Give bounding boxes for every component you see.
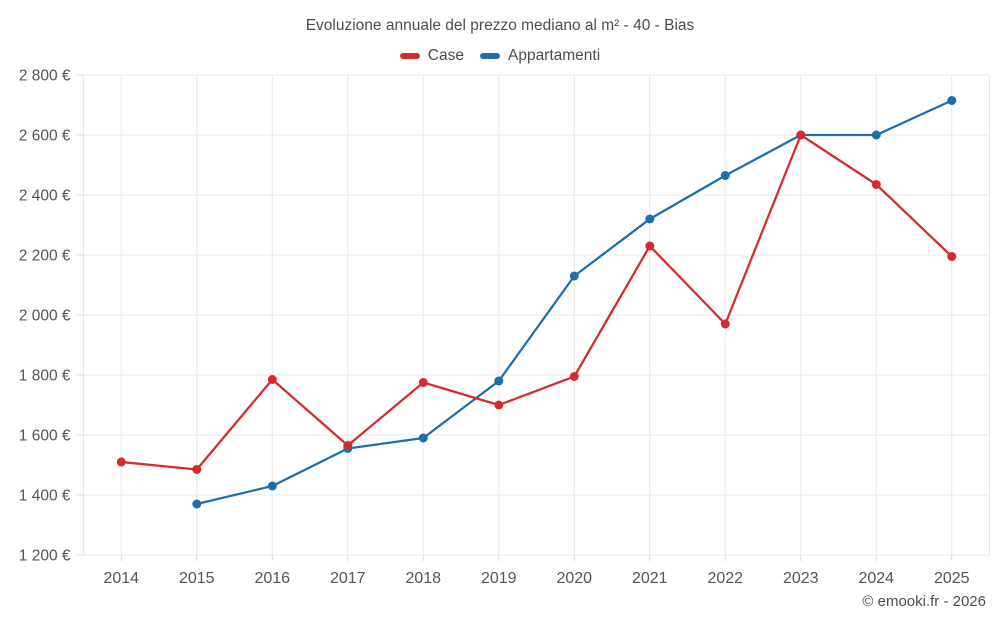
data-point-appartamenti	[569, 271, 579, 281]
data-point-case	[645, 241, 655, 251]
data-point-appartamenti	[494, 376, 504, 386]
y-tick-label: 2 200 €	[19, 248, 71, 265]
y-tick-label: 1 800 €	[19, 368, 71, 385]
x-tick-label: 2017	[330, 570, 366, 587]
data-point-appartamenti	[645, 214, 655, 224]
legend-swatch-appartamenti	[479, 53, 500, 59]
data-point-appartamenti	[267, 481, 277, 491]
data-point-case	[796, 130, 806, 140]
y-tick-label: 2 400 €	[19, 188, 71, 205]
data-point-case	[494, 400, 504, 410]
series-line-case	[120, 133, 953, 471]
data-point-case	[569, 372, 579, 381]
data-point-case	[267, 375, 277, 384]
data-point-appartamenti	[871, 130, 881, 140]
data-point-case	[192, 465, 202, 474]
data-point-case	[418, 378, 428, 387]
data-point-appartamenti	[947, 96, 957, 105]
data-point-appartamenti	[720, 171, 730, 180]
copyright-text: © emooki.fr - 2026	[862, 593, 986, 610]
chart-title: Evoluzione annuale del prezzo mediano al…	[305, 17, 695, 34]
x-tick-label: 2021	[632, 570, 668, 587]
y-tick-label: 2 600 €	[19, 128, 71, 145]
data-point-appartamenti	[192, 499, 202, 509]
chart-legend: Case Appartamenti	[0, 47, 1000, 65]
y-tick-label: 1 200 €	[19, 548, 71, 565]
y-tick-label: 2 800 €	[19, 68, 71, 85]
x-tick-label: 2019	[481, 570, 517, 587]
x-tick-label: 2020	[556, 570, 592, 587]
x-tick-label: 2024	[858, 570, 894, 587]
y-tick-label: 2 000 €	[19, 308, 71, 325]
data-point-case	[720, 319, 730, 329]
legend-label-case: Case	[427, 47, 464, 64]
data-point-case	[947, 252, 957, 261]
data-point-case	[116, 457, 126, 467]
x-tick-label: 2022	[707, 570, 743, 587]
x-tick-label: 2014	[103, 570, 139, 587]
data-point-case	[871, 180, 881, 189]
x-tick-label: 2023	[783, 570, 819, 587]
x-tick-label: 2015	[179, 570, 215, 587]
x-tick-label: 2025	[934, 570, 970, 587]
x-tick-label: 2018	[405, 570, 441, 587]
data-point-appartamenti	[418, 433, 428, 443]
y-tick-label: 1 400 €	[19, 488, 71, 505]
y-tick-label: 1 600 €	[19, 428, 71, 445]
x-tick-label: 2016	[254, 570, 290, 587]
legend-item-case[interactable]: Case	[399, 47, 464, 65]
data-point-case	[343, 441, 353, 450]
legend-swatch-case	[399, 53, 420, 59]
legend-label-appartamenti: Appartamenti	[507, 47, 601, 64]
legend-item-appartamenti[interactable]: Appartamenti	[479, 47, 601, 65]
